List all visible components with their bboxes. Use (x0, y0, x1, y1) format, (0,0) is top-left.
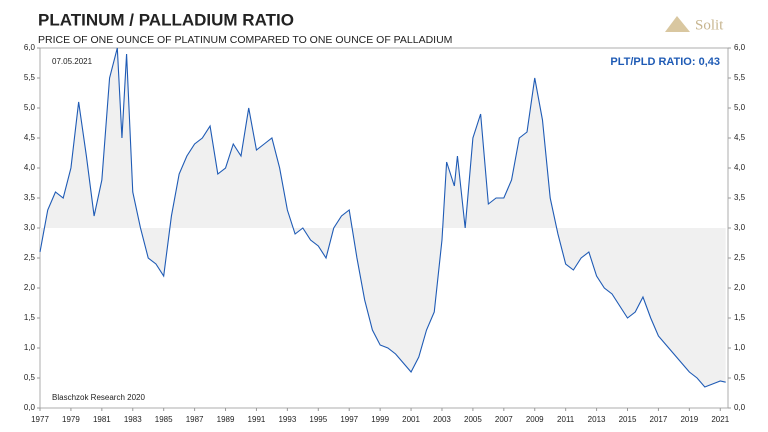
y2-tick-label: 5,0 (734, 103, 746, 112)
y-tick-label: 0,5 (24, 373, 36, 382)
chart-subtitle: PRICE OF ONE OUNCE OF PLATINUM COMPARED … (38, 34, 452, 46)
y2-tick-label: 3,0 (734, 223, 746, 232)
y2-tick-label: 2,5 (734, 253, 746, 262)
x-tick-label: 1987 (186, 415, 204, 424)
y-tick-label: 2,5 (24, 253, 36, 262)
y2-tick-label: 2,0 (734, 283, 746, 292)
y-tick-label: 4,5 (24, 133, 36, 142)
y-tick-label: 1,5 (24, 313, 36, 322)
x-tick-label: 2015 (619, 415, 637, 424)
ratio-line (39, 47, 726, 388)
shade-area (40, 48, 726, 387)
x-tick-label: 2003 (433, 415, 451, 424)
y2-tick-label: 1,0 (734, 343, 746, 352)
x-tick-label: 2017 (650, 415, 668, 424)
date-note: 07.05.2021 (52, 57, 93, 66)
y-tick-label: 5,0 (24, 103, 36, 112)
x-tick-label: 2019 (680, 415, 698, 424)
y-tick-label: 5,5 (24, 73, 36, 82)
y2-tick-label: 0,0 (734, 403, 746, 412)
x-tick-label: 1981 (93, 415, 111, 424)
y-tick-label: 3,0 (24, 223, 36, 232)
x-tick-label: 2009 (526, 415, 544, 424)
y-tick-label: 1,0 (24, 343, 36, 352)
y-tick-label: 0,0 (24, 403, 36, 412)
x-tick-label: 2013 (588, 415, 606, 424)
x-tick-label: 1999 (371, 415, 389, 424)
y-tick-label: 4,0 (24, 163, 36, 172)
y2-tick-label: 0,5 (734, 373, 746, 382)
y-tick-label: 2,0 (24, 283, 36, 292)
x-tick-label: 1983 (124, 415, 142, 424)
x-tick-label: 1991 (248, 415, 266, 424)
y-tick-label: 6,0 (24, 43, 36, 52)
logo: Solit (695, 17, 724, 33)
y2-tick-label: 4,5 (734, 133, 746, 142)
x-tick-label: 2005 (464, 415, 482, 424)
x-tick-label: 1977 (31, 415, 49, 424)
y2-tick-label: 5,5 (734, 73, 746, 82)
x-tick-label: 2007 (495, 415, 513, 424)
y2-tick-label: 1,5 (734, 313, 746, 322)
x-tick-label: 1989 (217, 415, 235, 424)
x-tick-label: 1997 (340, 415, 358, 424)
y2-tick-label: 3,5 (734, 193, 746, 202)
logo-icon (665, 16, 690, 32)
x-tick-label: 1985 (155, 415, 173, 424)
source-note: Blaschzok Research 2020 (52, 393, 145, 402)
ratio-note: PLT/PLD RATIO: 0,43 (610, 56, 720, 68)
x-tick-label: 1995 (309, 415, 327, 424)
x-tick-label: 1979 (62, 415, 80, 424)
x-tick-label: 2011 (557, 415, 575, 424)
y2-tick-label: 4,0 (734, 163, 746, 172)
y2-tick-label: 6,0 (734, 43, 746, 52)
x-tick-label: 1993 (278, 415, 296, 424)
y-tick-label: 3,5 (24, 193, 36, 202)
x-tick-label: 2001 (402, 415, 420, 424)
chart-title: PLATINUM / PALLADIUM RATIO (38, 10, 294, 29)
x-tick-label: 2021 (711, 415, 729, 424)
